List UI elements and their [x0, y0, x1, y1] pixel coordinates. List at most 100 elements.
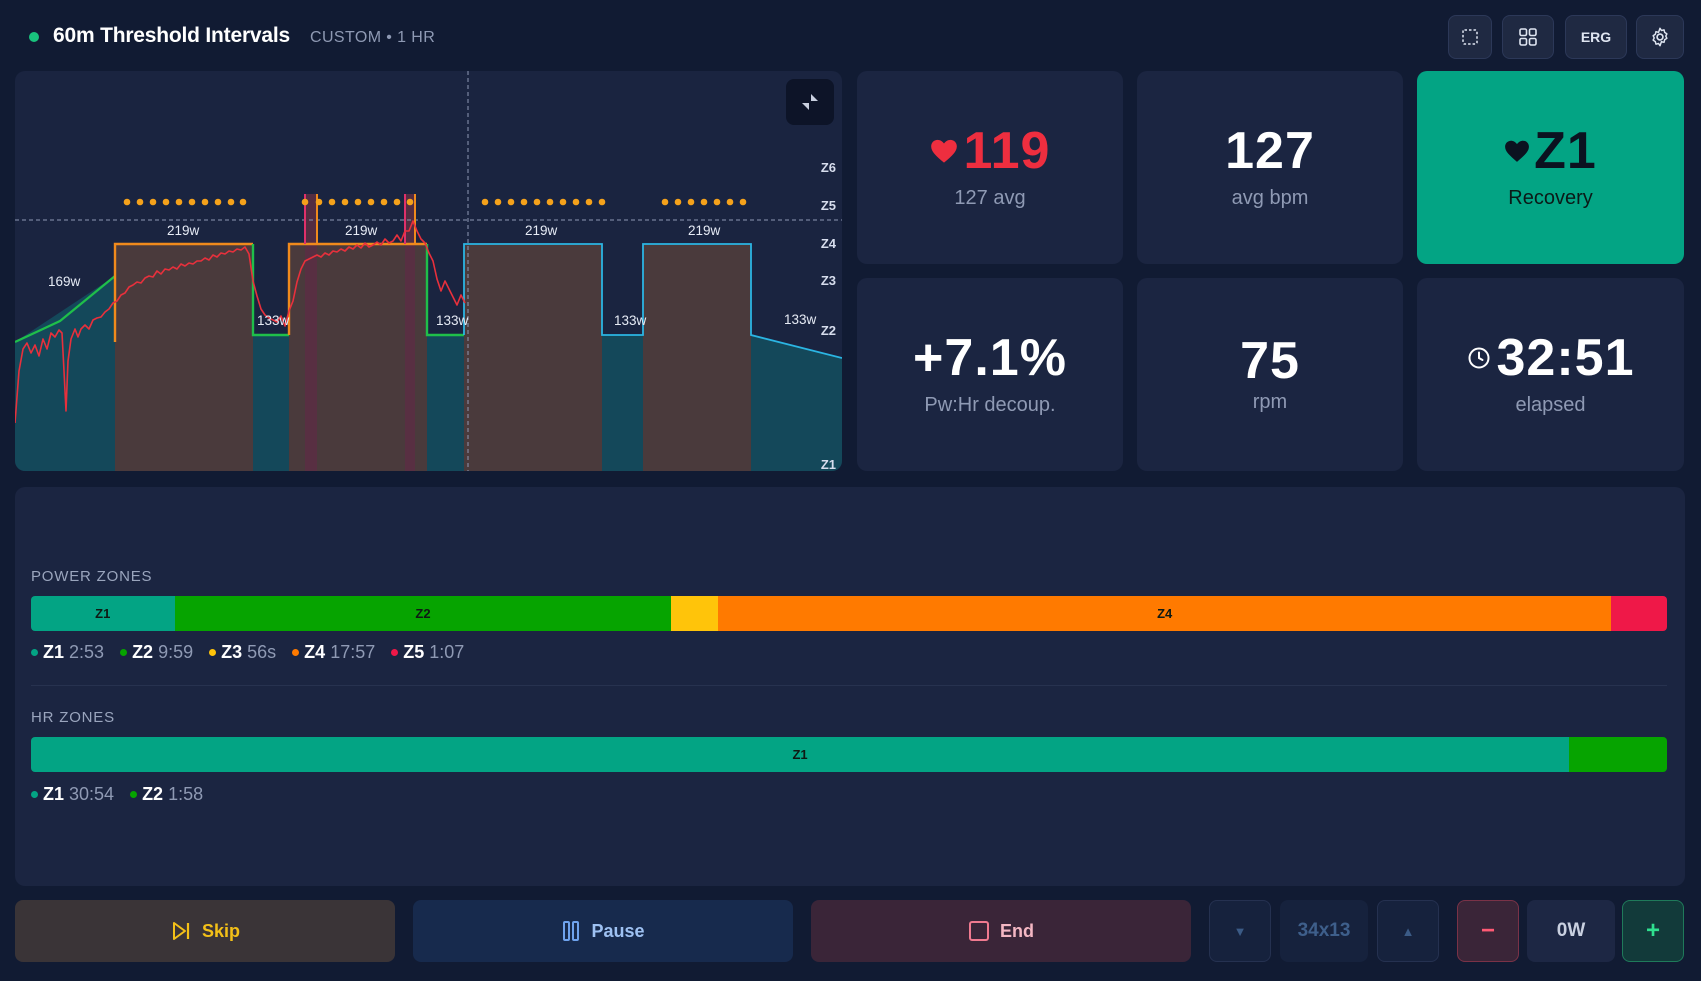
power-value: 0W — [1527, 900, 1615, 962]
z5-spike-1 — [305, 194, 317, 471]
power-zones-segment-z2: Z2 — [174, 596, 672, 631]
power-decrease-button[interactable]: − — [1457, 900, 1519, 962]
pause-button[interactable]: Pause — [413, 900, 793, 962]
interval-decrease-button[interactable]: ▼ — [1209, 900, 1271, 962]
completed-target-orange — [113, 242, 253, 342]
avg-bpm-label: avg bpm — [1231, 187, 1309, 209]
hr-zone-tile: Z1 Recovery — [1417, 71, 1684, 264]
decoupling-label: Pw:Hr decoup. — [924, 394, 1056, 416]
upcoming-target-line — [463, 243, 842, 359]
zone-dot-icon — [292, 649, 300, 656]
avg-bpm-value: 127 — [1225, 122, 1315, 180]
interval-block-1 — [115, 244, 253, 471]
status-dot — [29, 32, 39, 42]
zone-time: 2:53 — [69, 642, 105, 662]
zone-name: Z5 — [403, 642, 425, 662]
zone-axis-label: Z3 — [821, 273, 836, 288]
heart-rate-line — [15, 220, 466, 424]
chevron-down-icon: ▼ — [1233, 923, 1247, 939]
elapsed-tile: 32:51 elapsed — [1417, 278, 1684, 471]
cadence-tile: 75 rpm — [1137, 278, 1403, 471]
recovery-block-3 — [602, 335, 643, 471]
zone-dot-icon — [130, 791, 138, 798]
grid-icon — [1519, 28, 1537, 46]
hr-zones-legend-item: Z2 1:58 — [130, 784, 203, 805]
cadence-value: 75 — [1240, 332, 1300, 390]
hr-zones-heading: HR ZONES — [31, 709, 115, 726]
power-zones-heading: POWER ZONES — [31, 568, 153, 585]
zones-panel — [15, 487, 1685, 886]
zone-dot-icon — [120, 649, 128, 656]
watt-label: 133w — [784, 312, 817, 327]
pause-label: Pause — [591, 920, 645, 941]
heart-rate-tile: 119 127 avg — [857, 71, 1123, 264]
workout-title: 60m Threshold Intervals — [53, 24, 290, 47]
watt-label: 133w — [436, 313, 469, 328]
hr-zones-legend: Z1 30:54 Z2 1:58 — [31, 784, 203, 805]
zone-name: Z1 — [43, 784, 65, 804]
ramp-fill — [15, 276, 115, 471]
erg-mode-button[interactable]: ERG — [1565, 15, 1627, 59]
power-zones-legend: Z1 2:53 Z2 9:59 Z3 56s Z4 17:57 Z5 1:07 — [31, 642, 464, 663]
end-button[interactable]: End — [811, 900, 1191, 962]
zone-name: Z1 — [43, 642, 65, 662]
skip-label: Skip — [201, 920, 240, 941]
fullscreen-button[interactable] — [1448, 15, 1492, 59]
zone-time: 56s — [247, 642, 277, 662]
z5-spike-2 — [405, 194, 415, 471]
power-zones-legend-item: Z1 2:53 — [31, 642, 104, 663]
power-zones-legend-item: Z2 9:59 — [120, 642, 193, 663]
zone-dot-icon — [31, 649, 38, 656]
zone-name: Z2 — [132, 642, 154, 662]
zone-axis-label: Z4 — [821, 236, 837, 251]
elapsed-value: 32:51 — [1496, 329, 1635, 387]
zone-time: 17:57 — [330, 642, 376, 662]
zone-time: 9:59 — [158, 642, 194, 662]
collapse-icon — [802, 94, 818, 110]
chevron-up-icon: ▲ — [1401, 923, 1415, 939]
power-zones-legend-item: Z4 17:57 — [292, 642, 375, 663]
watt-label: 219w — [525, 223, 558, 238]
completed-recovery-2 — [425, 244, 464, 337]
watt-label: 219w — [688, 223, 721, 238]
skip-icon — [172, 922, 190, 940]
skip-button[interactable]: Skip — [15, 900, 395, 962]
watt-label: 219w — [167, 223, 200, 238]
interval-dots — [123, 198, 747, 206]
layout-grid-button[interactable] — [1502, 15, 1554, 59]
power-increase-button[interactable]: + — [1622, 900, 1684, 962]
interval-value: 34x13 — [1280, 900, 1368, 962]
minus-icon: − — [1480, 917, 1495, 944]
pause-icon — [563, 921, 580, 941]
settings-button[interactable] — [1636, 15, 1684, 59]
decoupling-tile: +7.1% Pw:Hr decoup. — [857, 278, 1123, 471]
elapsed-label: elapsed — [1515, 394, 1586, 416]
recovery-block-2 — [427, 335, 464, 471]
workout-subtitle: CUSTOM • 1 HR — [310, 29, 436, 46]
end-label: End — [1000, 920, 1034, 941]
hr-zones-segment-z1: Z1 — [31, 737, 1570, 772]
fullscreen-icon — [1462, 29, 1478, 45]
interval-increase-button[interactable]: ▲ — [1377, 900, 1439, 962]
hr-zones-segment-z2 — [1569, 737, 1667, 772]
interval-block-3 — [464, 244, 602, 471]
completed-target-line — [15, 275, 116, 343]
zones-divider — [31, 685, 1667, 686]
completed-recovery-1 — [251, 244, 289, 337]
zone-time: 1:58 — [168, 784, 204, 804]
hr-zone-label: Recovery — [1508, 187, 1593, 209]
watt-label: 133w — [257, 313, 290, 328]
zone-dot-icon — [31, 791, 38, 798]
workout-chart: 169w 219w 133w 219w 133w 219w 133w 219w … — [15, 71, 842, 471]
zone-axis-label: Z1 — [821, 457, 836, 471]
recovery-block-1 — [253, 335, 289, 471]
zone-name: Z4 — [304, 642, 326, 662]
watt-label: 219w — [345, 223, 378, 238]
heart-icon — [930, 139, 957, 163]
decoupling-value: +7.1% — [913, 329, 1067, 387]
gear-icon — [1652, 27, 1668, 47]
hr-zones-bar: Z1 — [31, 737, 1667, 772]
stop-icon — [969, 921, 989, 941]
collapse-chart-button[interactable] — [786, 79, 834, 125]
zone-axis-label: Z2 — [821, 323, 836, 338]
